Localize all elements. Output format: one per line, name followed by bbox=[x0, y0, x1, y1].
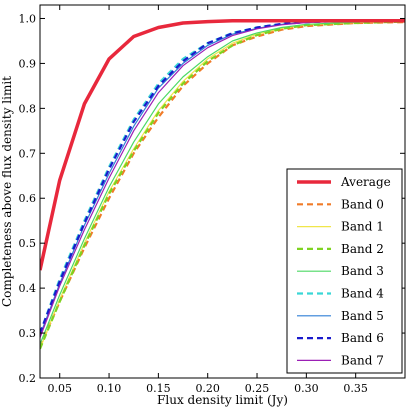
legend-label-band-5: Band 5 bbox=[341, 309, 384, 323]
x-tick-label: 0.25 bbox=[245, 382, 270, 395]
series-line-band-3 bbox=[40, 20, 405, 345]
y-tick-label: 0.3 bbox=[19, 327, 37, 340]
x-tick-label: 0.15 bbox=[146, 382, 171, 395]
series-line-band-0 bbox=[40, 21, 405, 347]
plot-area bbox=[40, 18, 405, 350]
y-tick-label: 1.0 bbox=[19, 12, 37, 25]
legend-label-band-3: Band 3 bbox=[341, 264, 384, 278]
y-tick-label: 0.4 bbox=[19, 282, 37, 295]
y-axis-label: Completeness above flux density limit bbox=[0, 76, 14, 307]
x-tick-label: 0.20 bbox=[195, 382, 220, 395]
legend-label-band-0: Band 0 bbox=[341, 197, 384, 211]
y-tick-label: 0.9 bbox=[19, 57, 37, 70]
legend-label-band-6: Band 6 bbox=[341, 331, 384, 345]
series-line-band-2 bbox=[40, 20, 405, 350]
legend-label-band-2: Band 2 bbox=[341, 242, 384, 256]
y-tick-label: 0.6 bbox=[19, 192, 37, 205]
plot-frame bbox=[39, 4, 406, 379]
y-tick-label: 0.5 bbox=[19, 237, 37, 250]
x-tick-label: 0.30 bbox=[294, 382, 319, 395]
y-tick-label: 0.8 bbox=[19, 102, 37, 115]
series-line-band-6 bbox=[40, 19, 405, 334]
y-tick-label: 0.2 bbox=[19, 372, 37, 385]
x-tick-label: 0.05 bbox=[47, 382, 72, 395]
series-line-average bbox=[40, 18, 405, 271]
x-axis: 0.05 0.10 0.15 0.20 0.25 0.30 0.35 bbox=[47, 5, 368, 395]
x-tick-label: 0.35 bbox=[343, 382, 368, 395]
legend-label-band-1: Band 1 bbox=[341, 220, 384, 234]
legend-label-average: Average bbox=[340, 175, 391, 189]
x-tick-label: 0.10 bbox=[97, 382, 122, 395]
x-axis-label: Flux density limit (Jy) bbox=[157, 393, 288, 407]
legend: Average Band 0 Band 1 Band 2 Band 3 Band 4 Ban… bbox=[286, 168, 403, 374]
legend-label-band-7: Band 7 bbox=[341, 353, 384, 367]
y-tick-label: 0.7 bbox=[19, 147, 37, 160]
legend-label-band-4: Band 4 bbox=[341, 287, 384, 301]
series-line-band-7 bbox=[40, 19, 405, 338]
